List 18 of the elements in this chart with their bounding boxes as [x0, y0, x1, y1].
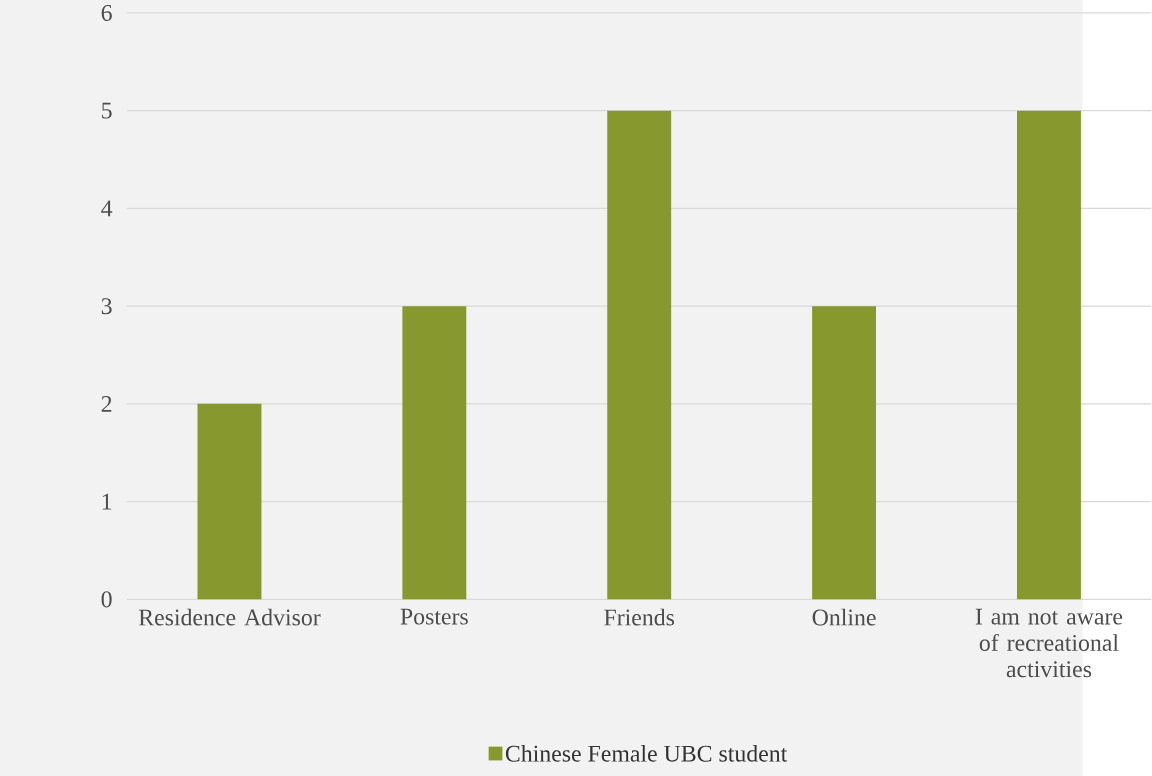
y-tick-label: 2 [101, 395, 112, 412]
bar [197, 403, 262, 600]
bar [607, 110, 672, 600]
legend-label: Chinese Female UBC student [505, 744, 788, 762]
y-tick-label: 0 [101, 591, 112, 608]
y-tick-label: 5 [102, 102, 112, 119]
x-tick-label: Posters [400, 608, 468, 625]
y-tick-label: 3 [101, 298, 112, 315]
y-tick-label: 1 [102, 493, 112, 510]
x-tick-label: I am not aware of recreational activities [975, 608, 1123, 678]
y-tick-label: 6 [101, 4, 112, 21]
bar [402, 306, 467, 600]
x-tick-label: Friends [604, 608, 675, 626]
y-tick-label: 4 [101, 200, 113, 217]
x-tick-label: Residence Advisor [138, 608, 321, 626]
bar [1016, 110, 1081, 600]
bar [812, 306, 877, 600]
x-tick-label: Online [812, 608, 876, 626]
